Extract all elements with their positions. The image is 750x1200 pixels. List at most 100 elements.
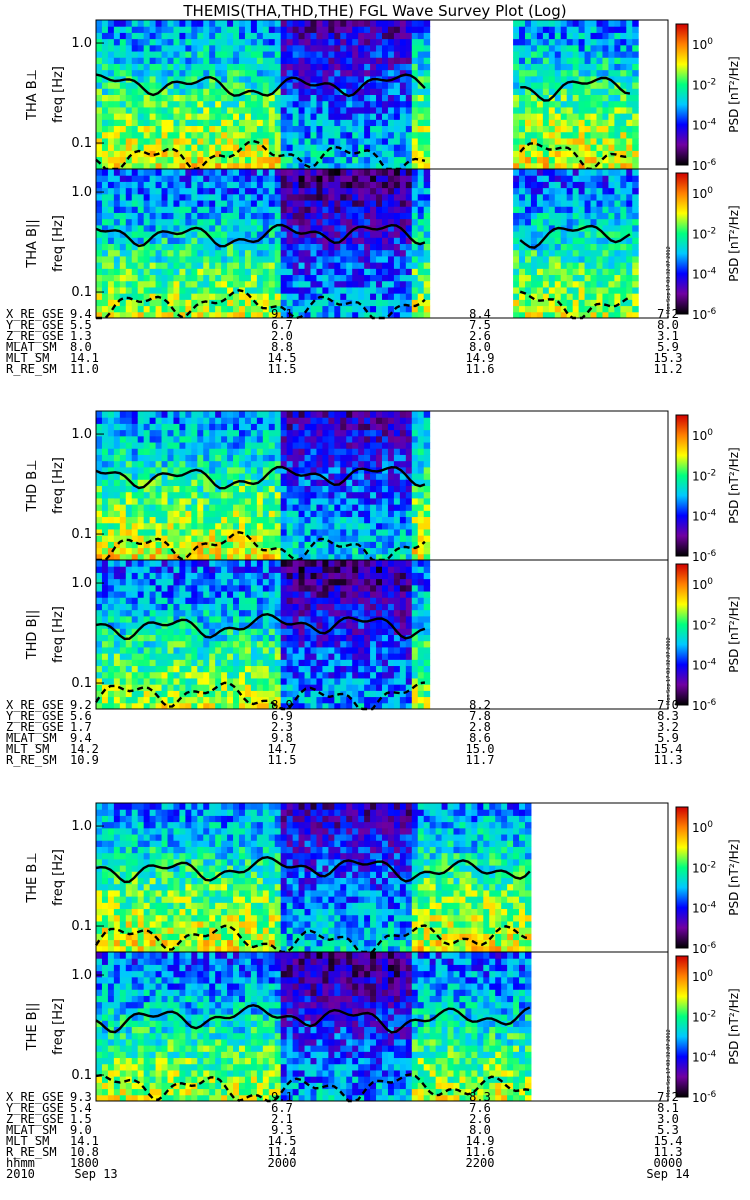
spectrogram-cell (542, 268, 550, 276)
spectrogram-cell (393, 82, 401, 89)
spectrogram-cell (614, 200, 621, 207)
colorbar-label: PSD [nT²/Hz] (727, 56, 741, 132)
spectrogram-cell (185, 429, 192, 437)
spectrogram-cell (155, 255, 163, 263)
spectrogram-cell (370, 479, 377, 486)
spectrogram-cell (310, 516, 317, 524)
spectrogram-cell (262, 274, 270, 282)
spectrogram-cell (596, 200, 603, 207)
spectrogram-cell (131, 57, 139, 64)
spectrogram-cell (113, 535, 121, 542)
spectrogram-cell (632, 212, 639, 220)
spectrogram-cell (107, 150, 115, 158)
spectrogram-cell (578, 243, 586, 251)
spectrogram-cell (328, 88, 335, 95)
spectrogram-cell (227, 497, 234, 505)
spectrogram-cell (119, 94, 127, 102)
spectrogram-cell (197, 516, 204, 524)
spectrogram-cell (149, 162, 157, 170)
spectrogram-cell (310, 411, 317, 418)
spectrogram-cell (119, 100, 127, 108)
spectrogram-cell (393, 206, 401, 213)
spectrogram-cell (233, 32, 240, 40)
spectrogram-cell (572, 305, 580, 313)
spectrogram-cell (137, 75, 145, 83)
spectrogram-cell (596, 311, 603, 319)
spectrogram-cell (221, 249, 228, 257)
spectrogram-cell (382, 193, 389, 201)
spectrogram-cell (578, 131, 586, 139)
spectrogram-cell (274, 286, 282, 294)
spectrogram-cell (364, 262, 371, 269)
spectrogram-cell (161, 82, 168, 89)
spectrogram-cell (340, 119, 347, 127)
spectrogram-cell (310, 20, 317, 27)
spectrogram-cell (370, 162, 377, 170)
spectrogram-cell (274, 69, 282, 77)
spectrogram-cell (596, 255, 603, 263)
spectrogram-cell (179, 280, 186, 288)
spectrogram-cell (185, 553, 192, 561)
spectrogram-cell (286, 212, 294, 220)
spectrogram-cell (328, 156, 335, 164)
spectrogram-cell (566, 212, 574, 220)
spectrogram-cell (221, 137, 228, 145)
spectrogram-cell (286, 137, 294, 145)
spectrogram-cell (215, 305, 222, 313)
spectrogram-cell (173, 200, 180, 207)
spectrogram-cell (233, 311, 240, 319)
spectrogram-cell (113, 206, 121, 213)
spectrogram-cell (155, 479, 163, 486)
spectrogram-cell (244, 535, 252, 542)
spectrogram-cell (560, 75, 568, 83)
spectrogram-cell (179, 206, 186, 213)
spectrogram-cell (125, 144, 133, 151)
spectrogram-cell (298, 305, 306, 313)
spectrogram-cell (405, 243, 413, 251)
spectrogram-cell (161, 100, 168, 108)
spectrogram-cell (554, 100, 562, 108)
spectrogram-cell (548, 268, 556, 276)
spectrogram-cell (221, 454, 228, 462)
spectrogram-cell (554, 69, 562, 77)
spectrogram-cell (387, 200, 395, 207)
spectrogram-cell (131, 137, 139, 145)
spectrogram-cell (161, 231, 168, 238)
spectrogram-cell (274, 262, 282, 269)
spectrogram-cell (262, 249, 270, 257)
spectrogram-cell (209, 44, 216, 52)
spectrogram-cell (578, 193, 586, 201)
spectrogram-cell (173, 20, 180, 27)
spectrogram-cell (602, 243, 609, 251)
spectrogram-cell (131, 75, 139, 83)
spectrogram-cell (155, 231, 163, 238)
spectrogram-cell (131, 417, 139, 424)
spectrogram-cell (382, 94, 389, 102)
ephemeris-value: 1.3 (70, 329, 92, 343)
spectrogram-cell (233, 119, 240, 127)
spectrogram-cell (530, 20, 538, 27)
spectrogram-cell (298, 442, 306, 449)
spectrogram-cell (233, 460, 240, 468)
spectrogram-cell (393, 94, 401, 102)
spectrogram-cell (322, 75, 329, 83)
spectrogram-cell (125, 94, 133, 102)
spectrogram-cell (632, 286, 639, 294)
spectrogram-cell (316, 268, 323, 276)
spectrogram-cell (328, 305, 335, 313)
spectrogram-cell (596, 187, 603, 195)
spectrogram-cell (316, 435, 323, 443)
spectrogram-cell (244, 144, 252, 151)
spectrogram-cell (298, 69, 306, 77)
spectrogram-cell (620, 231, 627, 238)
spectrogram-cell (334, 187, 341, 195)
solid-frequency-line (95, 73, 426, 98)
spectrogram-cell (370, 423, 377, 431)
spectrogram-cell (322, 119, 329, 127)
spectrogram-cell (286, 541, 294, 549)
spectrogram-cell (352, 131, 359, 139)
spectrogram-cell (274, 224, 282, 232)
spectrogram-cell (96, 249, 103, 257)
spectrogram-cell (304, 218, 311, 226)
